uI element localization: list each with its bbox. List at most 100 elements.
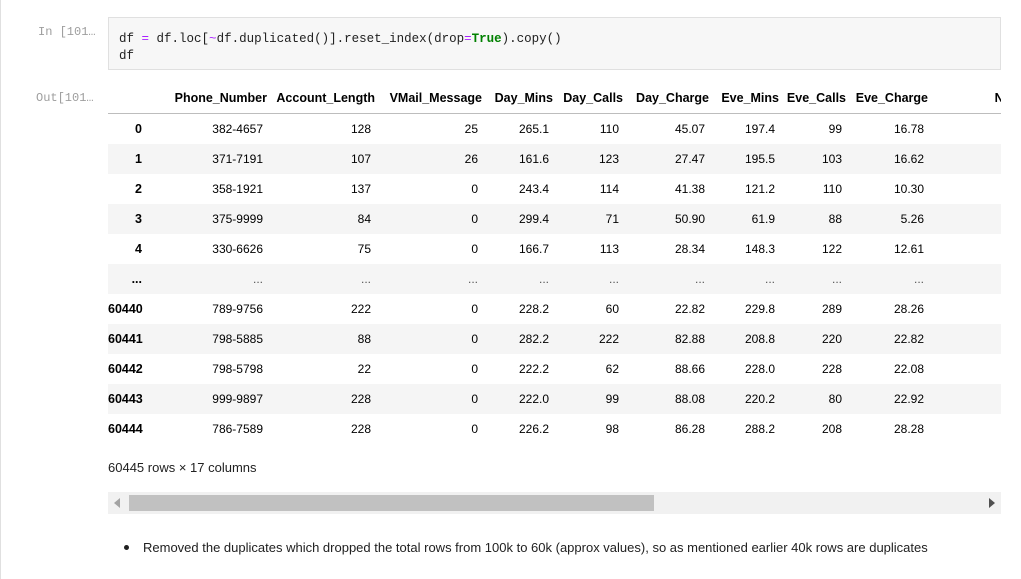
table-cell: 0 [471,421,478,436]
table-cell: 222.0 [518,391,549,406]
table-cell: 41.38 [674,181,705,196]
table-cell: 26 [464,151,478,166]
code-operator: = [141,32,150,46]
table-cell: 5.26 [900,211,924,226]
table-cell: 222.2 [518,361,549,376]
table-cell: 228 [350,391,371,406]
table-cell: 103 [821,151,842,166]
table-cell: 22.82 [893,331,924,346]
code-token: ).copy() [501,32,562,46]
table-cell: 28.28 [893,421,924,436]
table-cell: 62.2 [934,354,1001,384]
row-index: 2 [135,181,142,196]
table-cell: 0 [471,361,478,376]
code-token: df.loc[ [149,32,210,46]
row-index: ... [131,271,142,286]
column-header: Eve_Calls [785,82,852,114]
row-index: 60442 [108,361,143,376]
table-cell: 110 [822,181,842,196]
table-cell: 228.2 [518,301,549,316]
table-cell: 222 [598,331,619,346]
row-count-label: 60445 rows × 17 columns [108,460,257,475]
table-row: 60442 798-5798 22 0 222.2 62 88.66 228.0 228 22.0… [108,353,1001,384]
table-cell: 228 [350,421,371,436]
table-cell: 107 [350,151,371,166]
table-cell: 82.88 [674,331,705,346]
table-cell: 0 [471,301,478,316]
column-header: Night_Mins [934,82,1001,114]
table-cell: 12.61 [893,241,924,256]
table-cell: 28.26 [893,301,924,316]
table-cell: ... [934,264,1001,294]
code-token: df.duplicated()].reset_index(drop [216,32,465,46]
table-cell: 0 [471,331,478,346]
markdown-cell: Removed the duplicates which dropped the… [118,540,928,555]
table-cell: 88 [828,211,842,226]
table-cell: 122 [821,241,842,256]
table-header-row: Phone_Number Account_Length VMail_Message D… [108,82,1001,114]
table-cell: 25 [464,121,478,136]
table-cell: 789-9756 [212,301,263,316]
table-cell: 128 [350,121,371,136]
table-cell: 88.08 [674,391,705,406]
column-header: Day_Charge [629,82,715,114]
table-cell: 166.7 [518,241,549,256]
table-cell: 0 [471,391,478,406]
table-cell: 229.8 [744,301,775,316]
table-cell: ... [360,271,371,286]
horizontal-scrollbar[interactable] [108,492,1001,514]
table-cell: 10.30 [893,181,924,196]
table-cell: ... [608,271,619,286]
code-operator: ~ [209,32,217,46]
table-cell: 288.2 [744,421,775,436]
output-prompt: Out[101… [36,91,94,105]
table-cell: 243.4 [518,181,549,196]
table-cell: 254.4 [934,144,1001,174]
table-cell: 0 [471,211,478,226]
table-cell: 71 [605,211,619,226]
table-cell: 62 [605,361,619,376]
input-prompt: In [101… [38,25,96,39]
table-cell: ... [764,271,775,286]
table-cell: 798-5885 [212,331,263,346]
table-cell: 330-6626 [212,241,263,256]
table-row: 4 330-6626 75 0 166.7 113 28.34 148.3 122 12.61 18… [108,233,1001,264]
table-cell: 22 [357,361,371,376]
scroll-right-arrow-icon[interactable] [989,498,995,508]
table-cell: 114 [599,181,619,196]
dataframe-table: Phone_Number Account_Length VMail_Message D… [108,82,1001,444]
scrollbar-thumb[interactable] [129,495,654,511]
table-cell: 197.4 [744,121,775,136]
table-cell: 195.5 [744,151,775,166]
table-cell: 60 [605,301,619,316]
table-cell: 282.2 [934,324,1001,354]
table-cell: 162.6 [934,174,1001,204]
row-index: 60440 [108,301,143,316]
table-cell: 222 [350,301,371,316]
table-row: 0 382-4657 128 25 265.1 110 45.07 197.4 99 16.78 2… [108,113,1001,144]
table-cell: 371-7191 [212,151,263,166]
table-cell: 27.47 [674,151,705,166]
table-cell: 196.9 [934,204,1001,234]
table-cell: 999-9897 [212,391,263,406]
notebook-left-border [0,0,1,579]
table-row: 60441 798-5885 88 0 282.2 222 82.88 208.8 220 22.… [108,323,1001,354]
column-header: Eve_Charge [852,82,934,114]
code-keyword: True [471,32,502,46]
table-cell: 786-7589 [212,421,263,436]
scroll-left-arrow-icon[interactable] [114,498,120,508]
table-cell: 61.9 [751,211,775,226]
table-cell: 148.3 [744,241,775,256]
table-row: 60444 786-7589 228 0 226.2 98 86.28 288.2 208 28.… [108,413,1001,444]
table-cell: 22.82 [674,301,705,316]
markdown-bullet-text: Removed the duplicates which dropped the… [143,540,928,555]
table-cell: 99 [828,121,842,136]
dataframe-output: Phone_Number Account_Length VMail_Message D… [108,82,1001,447]
code-cell[interactable]: df = df.loc[~df.duplicated()].reset_inde… [108,17,1001,70]
table-cell: 123 [598,151,619,166]
table-row: 1 371-7191 107 26 161.6 123 27.47 195.5 103 16.62… [108,143,1001,174]
table-cell: ... [694,271,705,286]
table-cell: 28.34 [674,241,705,256]
code-operator: = [464,32,472,46]
table-cell: 98 [605,421,619,436]
